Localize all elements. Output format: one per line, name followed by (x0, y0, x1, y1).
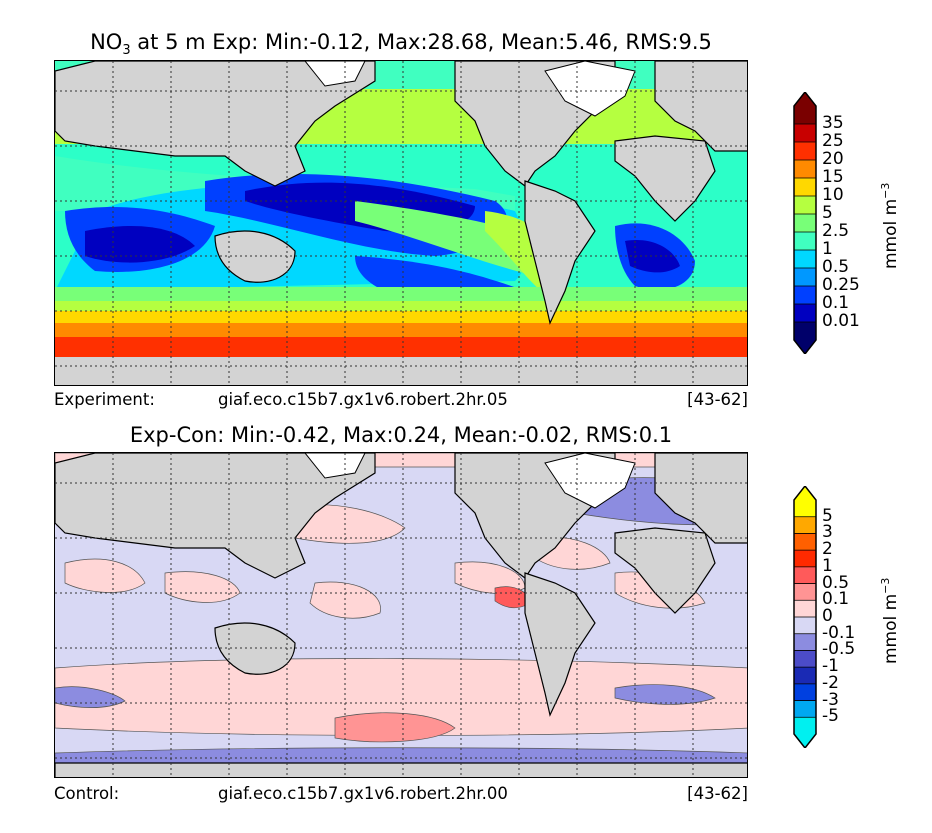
top-colorbar (793, 92, 817, 354)
bottom-map-title: Exp-Con: Min:-0.42, Max:0.24, Mean:-0.02… (129, 423, 673, 447)
top-colorbar-tick-label: 2.5 (822, 221, 850, 241)
top-colorbar-segment (794, 92, 816, 106)
bottom-colorbar-tick-label: -5 (822, 706, 839, 727)
top-colorbar-tick-label: 25 (822, 131, 844, 151)
bottom-colorbar-segment (794, 734, 816, 748)
bottom-colorbar-tick-label: 2 (822, 539, 833, 560)
bottom-colorbar-segment (794, 667, 816, 684)
control-case-name: giaf.eco.c15b7.gx1v6.robert.2hr.00 (218, 784, 508, 803)
bottom-colorbar-segment (794, 486, 816, 500)
bottom-colorbar-tick-label: -0.1 (822, 622, 856, 643)
top-colorbar-tick-label: 15 (822, 167, 844, 187)
top-colorbar-segment (794, 340, 816, 354)
bottom-colorbar-segment (794, 617, 816, 634)
top-colorbar-segment (794, 178, 816, 196)
bottom-colorbar-segment (794, 533, 816, 551)
top-colorbar-segment (794, 106, 816, 124)
bottom-colorbar-tick-label: -2 (822, 672, 839, 693)
bottom-colorbar-tick-label: 0.5 (822, 572, 850, 593)
top-colorbar-segment (794, 250, 816, 268)
top-map-title: NO3 at 5 m Exp: Min:-0.12, Max:28.68, Me… (90, 30, 712, 59)
bottom-colorbar-segment (794, 566, 816, 584)
bottom-map (54, 452, 748, 778)
bottom-colorbar-segment (794, 717, 816, 734)
top-colorbar-segment (794, 286, 816, 304)
control-years: [43-62] (687, 784, 748, 803)
experiment-years: [43-62] (687, 390, 748, 409)
bottom-colorbar-segment (794, 700, 816, 718)
nitrate-field-map (55, 61, 747, 385)
top-colorbar-tick-label: 0.5 (822, 257, 850, 277)
bottom-colorbar-segment (794, 633, 816, 651)
bottom-colorbar-tick-label: -3 (822, 689, 839, 710)
bottom-colorbar-segment (794, 516, 816, 534)
top-colorbar-tick-label: 5 (822, 203, 833, 223)
top-colorbar-tick-label: 0.25 (822, 275, 860, 295)
experiment-label: Experiment: (54, 390, 155, 409)
top-colorbar-segment (794, 322, 816, 340)
top-colorbar-tick-label: 0.01 (822, 311, 860, 331)
top-colorbar-segment (794, 232, 816, 250)
top-colorbar-outline (793, 92, 817, 354)
top-map (54, 60, 748, 386)
bottom-colorbar-segment (794, 600, 816, 617)
bottom-colorbar-tick-label: 3 (822, 522, 833, 543)
top-colorbar-tick-label: 1 (822, 239, 833, 259)
top-colorbar-segment (794, 214, 816, 232)
top-colorbar-segment (794, 142, 816, 160)
bottom-colorbar (793, 486, 817, 748)
bottom-colorbar-segment (794, 683, 816, 701)
bottom-map-caption: Control: giaf.eco.c15b7.gx1v6.robert.2hr… (54, 784, 748, 804)
bottom-colorbar-unit: mmol m−3 (879, 577, 901, 665)
bottom-colorbar-tick-label: 0 (822, 606, 833, 626)
top-colorbar-unit: mmol m−3 (879, 182, 901, 270)
top-colorbar-segment (794, 196, 816, 214)
top-colorbar-segment (794, 160, 816, 178)
bottom-colorbar-tick-label: 1 (822, 555, 833, 576)
bottom-colorbar-segment (794, 583, 816, 601)
top-colorbar-tick-label: 20 (822, 149, 844, 169)
top-colorbar-segment (794, 124, 816, 142)
bottom-colorbar-segment (794, 650, 816, 668)
bottom-colorbar-segment (794, 550, 816, 567)
bottom-colorbar-segment (794, 500, 816, 517)
top-colorbar-tick-label: 0.1 (822, 293, 850, 313)
bottom-colorbar-tick-label: 5 (822, 505, 833, 526)
experiment-case-name: giaf.eco.c15b7.gx1v6.robert.2hr.05 (218, 390, 508, 409)
top-colorbar-segment (794, 304, 816, 322)
top-colorbar-tick-label: 35 (822, 113, 844, 133)
control-label: Control: (54, 784, 120, 803)
bottom-colorbar-tick-label: 0.1 (822, 589, 850, 610)
bottom-colorbar-tick-label: -1 (822, 656, 839, 677)
bottom-colorbar-outline (793, 486, 817, 748)
bottom-colorbar-tick-label: -0.5 (822, 639, 856, 660)
nitrate-difference-map (55, 453, 747, 777)
top-map-caption: Experiment: giaf.eco.c15b7.gx1v6.robert.… (54, 390, 748, 410)
top-colorbar-segment (794, 268, 816, 286)
top-colorbar-tick-label: 10 (822, 185, 844, 205)
